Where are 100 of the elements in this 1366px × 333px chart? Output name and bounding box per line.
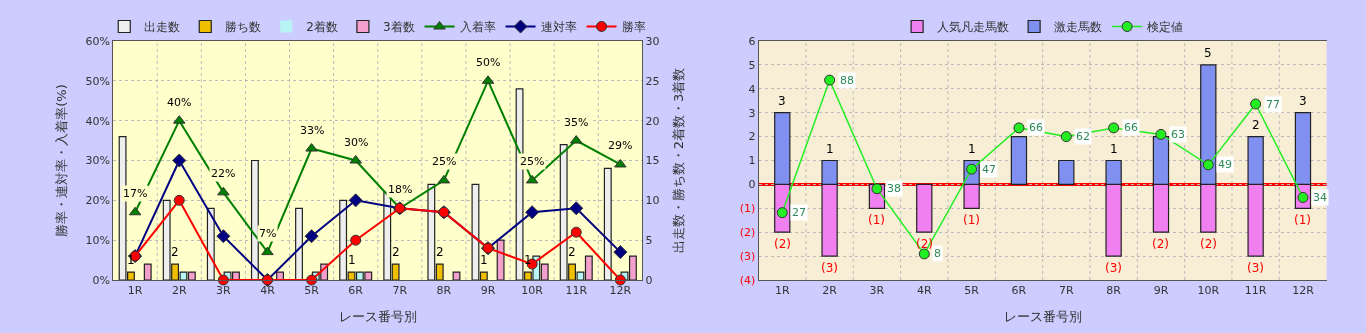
x-tick-label: 7R — [1058, 284, 1074, 298]
y-tick-label: (3) — [739, 249, 756, 263]
y-tick-label: 30% — [85, 154, 110, 168]
legend-label: 連対率 — [540, 20, 577, 35]
data-label: 2 — [392, 245, 400, 259]
x-tick-label: 11R — [1244, 284, 1267, 298]
data-label: 35% — [564, 116, 589, 129]
legend-label: 勝率 — [621, 20, 646, 35]
data-label: 1 — [480, 253, 488, 267]
data-label: (1) — [868, 213, 885, 227]
y-tick-label: 3 — [748, 106, 756, 120]
data-label: 77 — [1266, 98, 1280, 111]
x-tick-label: 9R — [1153, 284, 1169, 298]
x-tick-label: 1R — [774, 284, 790, 298]
data-label: (2) — [1152, 237, 1169, 251]
data-label: (1) — [1294, 213, 1311, 227]
y-tick-label: 6 — [748, 34, 756, 48]
data-label: (2) — [774, 237, 791, 251]
data-label: 66 — [1124, 121, 1138, 134]
y-tick-label: 2 — [748, 130, 756, 144]
data-label: 33% — [300, 124, 325, 137]
data-label: (3) — [1247, 261, 1264, 275]
x-tick-label: 3R — [869, 284, 885, 298]
x-tick-label: 4R — [260, 284, 276, 298]
data-label: 34 — [1313, 191, 1327, 204]
data-label: 5 — [1204, 46, 1212, 60]
data-label: (2) — [1200, 237, 1217, 251]
data-label: (1) — [963, 213, 980, 227]
legend-label: 3着数 — [382, 20, 415, 35]
x-tick-label: 6R — [1011, 284, 1027, 298]
x-tick-label: 12R — [609, 284, 632, 298]
data-label: 50% — [476, 56, 501, 69]
data-label: 25% — [432, 155, 457, 168]
x-tick-label: 1R — [127, 284, 143, 298]
y-tick-label: 0% — [92, 273, 110, 287]
y2-axis-title: 出走数・勝ち数・2着数・3着数 — [671, 67, 687, 254]
legend-label: 勝ち数 — [225, 20, 262, 35]
legend-label: 2着数 — [306, 20, 338, 35]
y2-tick-label: 15 — [645, 154, 660, 168]
x-tick-label: 3R — [216, 284, 232, 298]
data-label: 62 — [1076, 130, 1090, 143]
y-tick-label: 20% — [85, 194, 110, 208]
data-label: 30% — [344, 136, 369, 149]
x-tick-label: 2R — [822, 284, 838, 298]
x-tick-label: 6R — [348, 284, 364, 298]
data-label: 2 — [568, 245, 576, 259]
data-label: 63 — [1171, 128, 1185, 141]
y-tick-label: (1) — [739, 202, 756, 216]
data-label: 40% — [167, 96, 192, 109]
data-label: 22% — [211, 167, 236, 180]
x-tick-label: 4R — [916, 284, 932, 298]
y-tick-label: 60% — [85, 34, 110, 48]
data-label: 1 — [1110, 142, 1118, 156]
y-tick-label: 50% — [85, 74, 110, 88]
data-label: 2 — [171, 245, 179, 259]
data-label: 38 — [887, 182, 901, 195]
data-label: 88 — [840, 74, 854, 87]
x-tick-label: 12R — [1292, 284, 1315, 298]
y-tick-label: 40% — [85, 114, 110, 128]
data-label: 17% — [123, 187, 148, 200]
y2-tick-label: 0 — [645, 273, 653, 287]
legend-label: 出走数 — [144, 20, 181, 35]
y-tick-label: (4) — [739, 273, 756, 287]
y2-tick-label: 5 — [645, 234, 653, 248]
data-label: 3 — [1299, 94, 1307, 108]
legend-label: 人気凡走馬数 — [937, 20, 1010, 35]
y2-tick-label: 20 — [645, 114, 660, 128]
y-axis-title: 勝率・連対率・入着率(%) — [54, 84, 70, 237]
data-label: 29% — [608, 139, 633, 152]
data-label: (3) — [1105, 261, 1122, 275]
x-tick-label: 11R — [565, 284, 588, 298]
y-tick-label: 5 — [748, 58, 756, 72]
legend-label: 激走馬数 — [1054, 20, 1103, 35]
data-label: 1 — [968, 142, 976, 156]
data-label: 7% — [259, 227, 277, 240]
x-axis-title: レース番号別 — [338, 308, 417, 324]
data-label: 2 — [1252, 118, 1260, 132]
data-label: 8 — [934, 247, 941, 260]
data-label: (3) — [821, 261, 838, 275]
x-tick-label: 10R — [521, 284, 544, 298]
x-tick-label: 5R — [964, 284, 980, 298]
y-tick-label: 1 — [748, 154, 756, 168]
data-label: 49 — [1218, 158, 1232, 171]
x-tick-label: 9R — [480, 284, 496, 298]
data-label: 18% — [388, 183, 413, 196]
data-label: 66 — [1029, 121, 1043, 134]
x-tick-label: 10R — [1197, 284, 1220, 298]
x-tick-label: 5R — [304, 284, 320, 298]
y-tick-label: 10% — [85, 234, 110, 248]
y2-tick-label: 10 — [645, 194, 660, 208]
y-tick-label: (2) — [739, 226, 756, 240]
x-tick-label: 2R — [171, 284, 187, 298]
data-label: 1 — [826, 142, 834, 156]
y-tick-label: 4 — [748, 82, 756, 96]
x-tick-label: 7R — [392, 284, 408, 298]
data-label: 1 — [348, 253, 356, 267]
data-label: 47 — [982, 163, 996, 176]
legend-label: 検定値 — [1147, 20, 1184, 35]
x-tick-label: 8R — [436, 284, 452, 298]
data-label: 3 — [778, 94, 786, 108]
